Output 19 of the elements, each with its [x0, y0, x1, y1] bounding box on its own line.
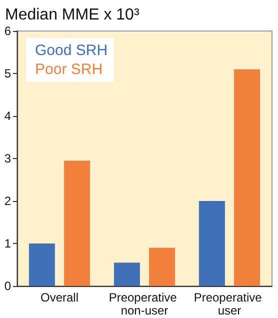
y-tick-label: 3 [4, 152, 12, 166]
y-tick-label: 2 [4, 194, 12, 208]
bar [234, 69, 260, 286]
bar [64, 160, 90, 286]
y-tick-label: 1 [4, 236, 12, 250]
bar [114, 262, 140, 286]
y-tick-label: 5 [4, 66, 12, 80]
y-tick-label: 0 [4, 279, 12, 293]
x-tick-label: Overall [40, 290, 79, 304]
bar [149, 248, 176, 286]
y-tick-label: 4 [4, 109, 12, 123]
x-tick-label: Preoperative user [194, 290, 266, 318]
y-tick-label: 6 [4, 24, 12, 38]
bar [28, 244, 55, 286]
text: Good SRH [35, 42, 108, 59]
text: Poor SRH [35, 61, 103, 78]
bar [198, 201, 225, 286]
chart-title: Median MME x 10³ [5, 6, 140, 24]
x-tick-label: Preoperative non-user [108, 290, 180, 318]
